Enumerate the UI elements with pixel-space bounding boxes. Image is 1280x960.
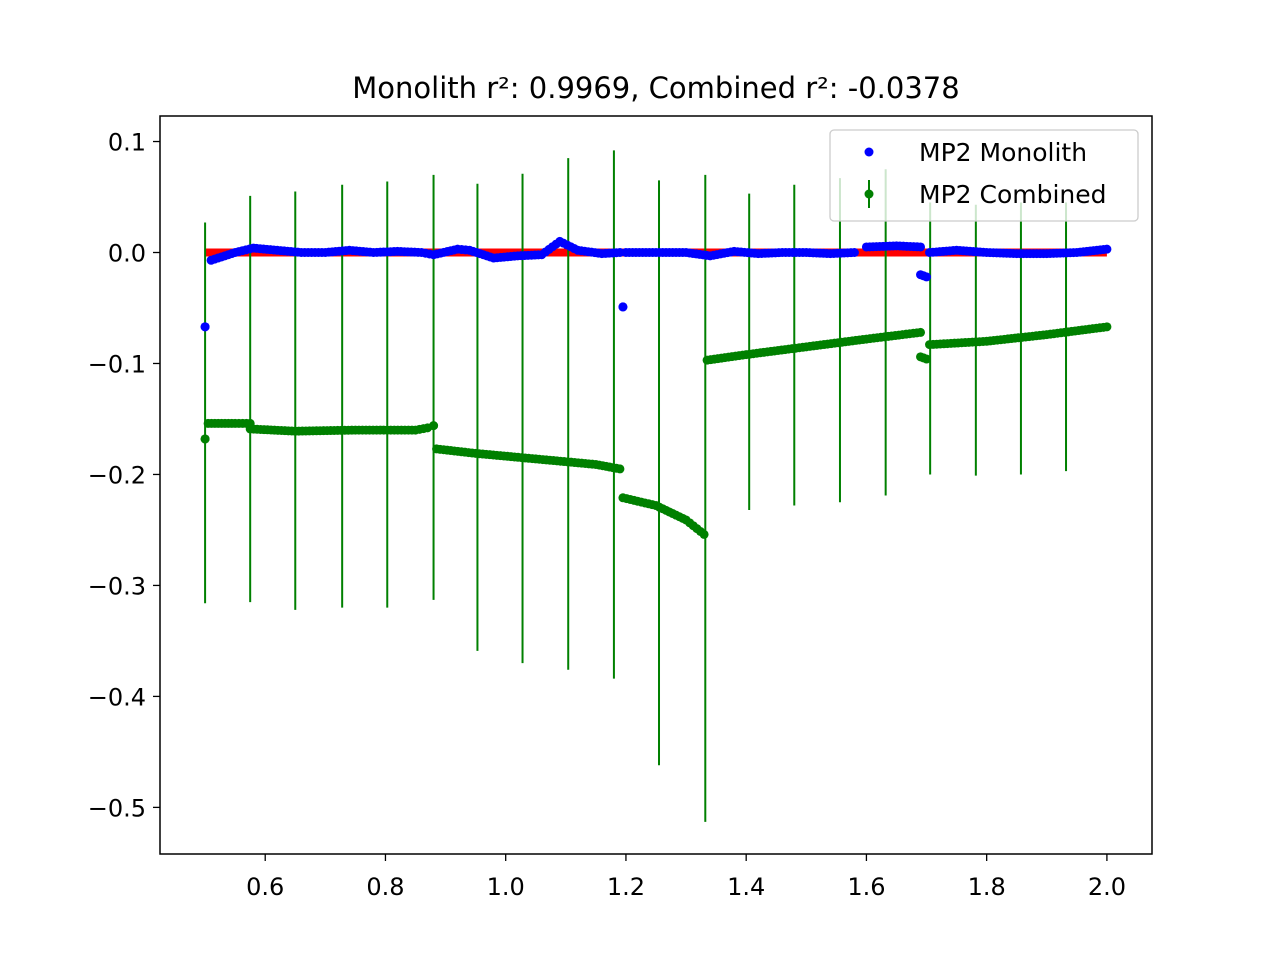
- plot-area: [200, 150, 1112, 822]
- legend-marker-mp2-monolith: [864, 147, 874, 157]
- point-mp2-monolith: [916, 242, 926, 252]
- axes: 0.6 0.8 1.0 1.2 1.4 1.6 1.8 2.0 0.1 0.0 −0.1 −0.2 −0…: [88, 115, 1153, 901]
- y-tick-label: −0.2: [88, 461, 146, 489]
- legend-label-mp2-monolith: MP2 Monolith: [919, 138, 1087, 167]
- x-tick-label: 2.0: [1088, 873, 1126, 901]
- x-tick-label: 0.6: [246, 873, 284, 901]
- x-tick-label: 1.6: [847, 873, 885, 901]
- y-tick-label: −0.1: [88, 350, 146, 378]
- point-mp2-monolith: [849, 248, 859, 258]
- legend: MP2 Monolith MP2 Combined: [829, 129, 1139, 222]
- legend-marker-mp2-combined: [864, 189, 874, 199]
- y-tick-label: −0.5: [88, 794, 146, 822]
- point-mp2-combined: [699, 529, 709, 539]
- axes-frame: [159, 115, 1153, 855]
- y-tick-label: −0.4: [88, 683, 146, 711]
- legend-frame: [829, 129, 1139, 222]
- point-mp2-monolith: [618, 302, 628, 312]
- point-mp2-combined: [615, 464, 625, 474]
- x-tick-label: 0.8: [366, 873, 404, 901]
- point-mp2-combined: [1102, 322, 1112, 332]
- point-mp2-combined: [429, 421, 439, 431]
- y-tick-label: 0.1: [108, 129, 146, 157]
- legend-label-mp2-combined: MP2 Combined: [919, 180, 1107, 209]
- point-mp2-combined: [916, 327, 926, 337]
- x-tick-label: 1.4: [727, 873, 765, 901]
- point-mp2-combined: [200, 434, 210, 444]
- point-mp2-monolith: [200, 322, 210, 332]
- point-mp2-monolith: [1102, 244, 1112, 254]
- x-tick-label: 1.2: [607, 873, 645, 901]
- point-mp2-monolith: [922, 272, 932, 282]
- x-tick-label: 1.0: [487, 873, 525, 901]
- x-tick-label: 1.8: [968, 873, 1006, 901]
- point-mp2-combined: [922, 354, 932, 364]
- y-tick-label: 0.0: [108, 240, 146, 268]
- chart-title: Monolith r²: 0.9969, Combined r²: -0.037…: [352, 71, 959, 105]
- y-tick-label: −0.3: [88, 572, 146, 600]
